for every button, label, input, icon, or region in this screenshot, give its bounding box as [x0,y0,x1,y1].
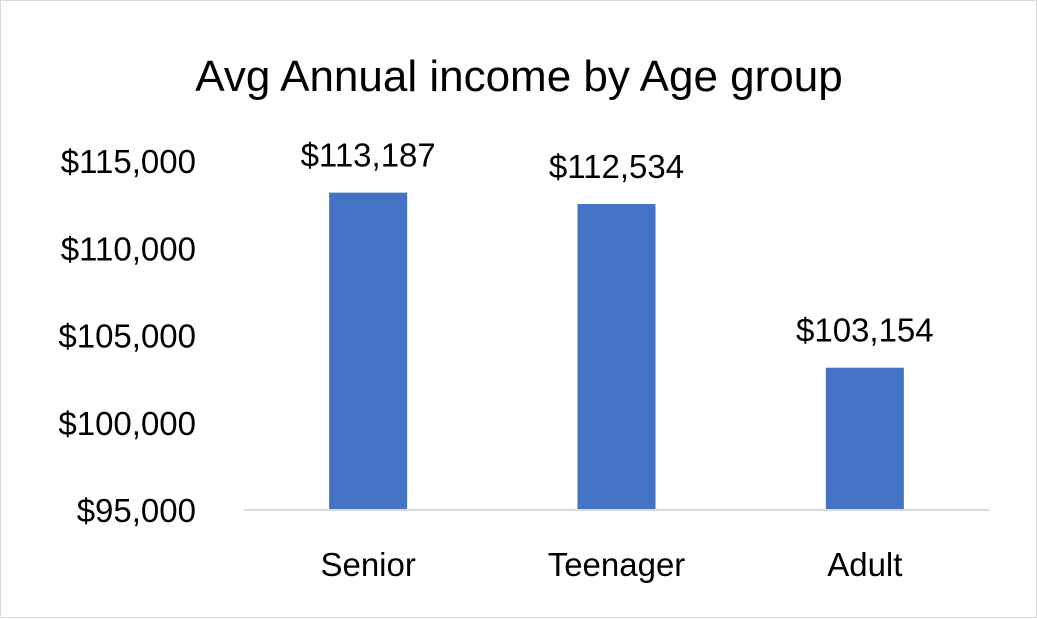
x-tick-label-teenager: Teenager [548,546,686,583]
y-tick-label: $110,000 [61,230,196,267]
bars: $113,187 $112,534 $103,154 [301,137,934,511]
y-tick-label: $100,000 [58,405,196,442]
bar-adult [825,367,904,510]
x-axis: Senior Teenager Adult [244,509,989,583]
y-tick-label: $115,000 [61,143,196,180]
y-axis: $95,000 $100,000 $105,000 $110,000 $115,000 [58,143,196,529]
y-tick-label: $95,000 [77,492,196,529]
data-label-senior: $113,187 [301,137,436,174]
x-tick-label-senior: Senior [320,546,415,583]
chart-title: Avg Annual income by Age group [195,52,842,101]
bar-senior [329,192,408,511]
x-tick-label-adult: Adult [827,546,902,583]
bar-teenager [577,204,656,511]
data-label-teenager: $112,534 [549,148,684,185]
data-label-adult: $103,154 [796,312,934,349]
y-tick-label: $105,000 [58,318,196,355]
